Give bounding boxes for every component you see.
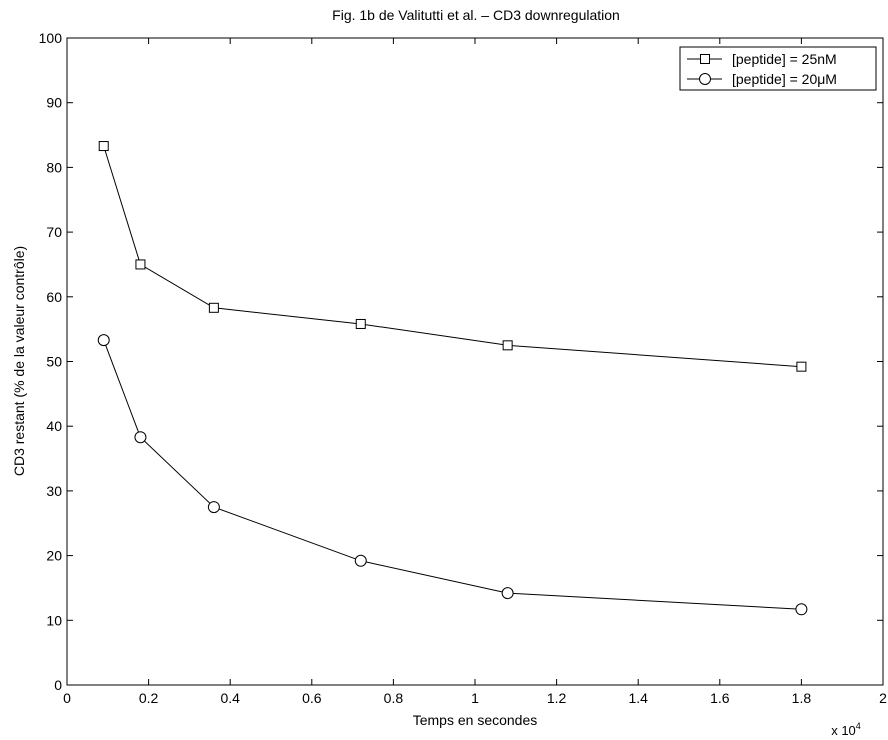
data-point-circle xyxy=(501,587,514,600)
y-tick-label: 100 xyxy=(39,30,63,46)
x-tick-label: 1.6 xyxy=(710,690,730,706)
y-tick-label: 0 xyxy=(54,677,62,693)
x-tick-label: 1.4 xyxy=(628,690,648,706)
y-tick-label: 30 xyxy=(46,483,62,499)
y-axis: 0 10 20 30 40 50 60 70 80 90 100 xyxy=(39,30,883,693)
chart-title: Fig. 1b de Valitutti et al. – CD3 downre… xyxy=(332,7,620,23)
legend-label-1: [peptide] = 25nM xyxy=(732,51,837,67)
x-tick-label: 0.6 xyxy=(302,690,322,706)
x-multiplier-exponent: 4 xyxy=(856,721,861,731)
y-tick-label: 90 xyxy=(46,95,62,111)
x-multiplier-label: x 104 xyxy=(831,721,861,738)
x-tick-label: 2 xyxy=(879,690,887,706)
data-point-circle xyxy=(795,603,808,616)
x-tick-label: 0 xyxy=(63,690,71,706)
data-point-square xyxy=(355,318,366,329)
y-tick-label: 80 xyxy=(46,159,62,175)
data-point-circle xyxy=(207,501,220,514)
legend: [peptide] = 25nM [peptide] = 20μM xyxy=(679,46,877,91)
data-point-circle xyxy=(97,334,110,347)
legend-square-marker xyxy=(700,54,710,64)
y-tick-label: 60 xyxy=(46,289,62,305)
x-axis-label: Temps en secondes xyxy=(413,712,538,728)
x-multiplier-base: x 10 xyxy=(831,723,856,738)
series-1 xyxy=(98,141,807,372)
x-tick-label: 1.2 xyxy=(547,690,567,706)
y-tick-label: 20 xyxy=(46,548,62,564)
series-line xyxy=(103,339,802,610)
legend-entry-1: [peptide] = 25nM xyxy=(687,51,837,67)
x-tick-label: 1.8 xyxy=(792,690,812,706)
data-point-square xyxy=(208,302,219,313)
data-point-circle xyxy=(354,554,367,567)
data-point-square xyxy=(796,361,807,372)
series-line xyxy=(103,145,802,368)
x-tick-label: 0.2 xyxy=(139,690,159,706)
plot-area xyxy=(66,37,884,686)
x-tick-label: 1 xyxy=(471,690,479,706)
legend-label-2: [peptide] = 20μM xyxy=(732,71,837,87)
series-2 xyxy=(97,334,808,616)
y-axis-label: CD3 restant (% de la valeur contrôle) xyxy=(11,246,27,476)
legend-circle-marker xyxy=(699,73,711,85)
x-tick-label: 0.4 xyxy=(220,690,240,706)
x-axis: 0 0.2 0.4 0.6 0.8 1 1.2 1.4 1.6 1.8 2 xyxy=(63,38,887,706)
y-tick-label: 10 xyxy=(46,612,62,628)
y-tick-label: 70 xyxy=(46,224,62,240)
legend-box xyxy=(679,46,877,91)
series-group xyxy=(97,141,808,616)
y-tick-label: 40 xyxy=(46,418,62,434)
x-multiplier: x 104 xyxy=(831,721,861,738)
y-tick-label: 50 xyxy=(46,354,62,370)
x-tick-label: 0.8 xyxy=(384,690,404,706)
data-point-circle xyxy=(134,431,147,444)
data-point-square xyxy=(502,340,513,351)
legend-entry-2: [peptide] = 20μM xyxy=(687,71,837,87)
data-point-square xyxy=(135,259,146,270)
data-point-square xyxy=(98,141,109,152)
